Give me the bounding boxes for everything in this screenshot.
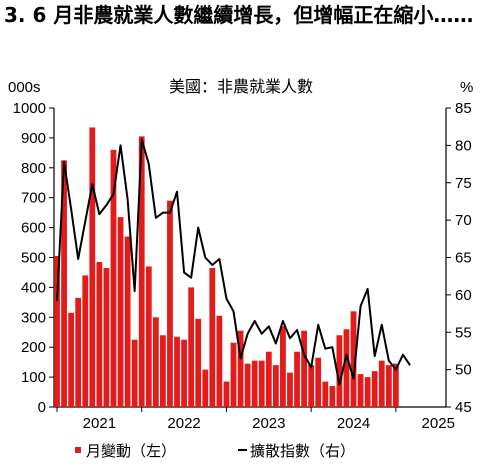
bar-mark — [280, 326, 286, 407]
right-tick-label: 75 — [455, 175, 472, 192]
bar-mark — [138, 136, 145, 407]
x-tick-label: 2023 — [252, 415, 285, 432]
bar-mark — [223, 381, 230, 407]
bar-mark — [315, 357, 322, 407]
chart-labels: 0 100 200 300 400 500 600 700 800 900 1000 45 50 55 60… — [8, 77, 473, 432]
right-tick-label: 65 — [455, 250, 472, 267]
chart-title: 美國：非農就業人數 — [169, 77, 313, 96]
right-tick-label: 45 — [455, 399, 472, 416]
bar-mark — [61, 160, 67, 407]
x-tick-label: 2021 — [83, 415, 116, 432]
left-tick-label: 300 — [21, 309, 46, 326]
bar-mark — [145, 266, 152, 407]
x-tick-label: 2025 — [422, 415, 455, 432]
bar-mark — [322, 381, 329, 407]
bar-series-monthly-change — [54, 127, 399, 408]
bar-mark — [258, 360, 265, 407]
right-tick-label: 60 — [455, 287, 472, 304]
bar-mark — [195, 318, 202, 407]
legend-bar-swatch — [75, 447, 81, 453]
left-tick-label: 400 — [21, 279, 46, 296]
bar-mark — [131, 339, 138, 407]
left-tick-label: 100 — [21, 369, 46, 386]
bar-mark — [181, 339, 187, 407]
bar-mark — [265, 351, 272, 407]
bar-mark — [160, 335, 166, 407]
left-axis-unit: 000s — [8, 79, 41, 96]
right-tick-label: 50 — [455, 362, 472, 379]
bar-mark — [89, 127, 96, 407]
right-tick-label: 70 — [455, 212, 472, 229]
bar-mark — [251, 360, 258, 407]
bar-mark — [202, 369, 209, 408]
bar-mark — [117, 217, 124, 407]
bar-mark — [378, 360, 385, 407]
legend-bar-label: 月變動（左） — [86, 442, 176, 460]
right-tick-label: 85 — [455, 100, 472, 117]
left-tick-label: 200 — [21, 339, 46, 356]
left-tick-label: 700 — [21, 190, 46, 207]
bar-mark — [301, 330, 307, 407]
bar-mark — [152, 317, 159, 407]
bar-mark — [167, 200, 173, 407]
bar-mark — [385, 365, 392, 407]
bar-mark — [54, 256, 60, 407]
bar-mark — [209, 267, 216, 407]
right-tick-label: 55 — [455, 324, 472, 341]
bar-mark — [216, 315, 223, 407]
line-series-diffusion-index — [56, 138, 411, 386]
chart-legend: 月變動（左） 擴散指數（右） — [75, 442, 355, 460]
x-tick-label: 2024 — [337, 415, 370, 432]
left-tick-label: 800 — [21, 160, 46, 177]
bar-mark — [294, 351, 300, 407]
left-tick-label: 1000 — [13, 100, 46, 117]
x-tick-label: 2022 — [167, 415, 200, 432]
bar-mark — [244, 363, 251, 407]
page-heading: 3. 6 月非農就業人數繼續增長，但增幅正在縮小…… — [4, 3, 474, 27]
legend-line-label: 擴散指數（右） — [250, 442, 355, 460]
bar-mark — [350, 311, 357, 407]
left-tick-label: 900 — [21, 130, 46, 147]
bar-mark — [174, 336, 180, 407]
right-axis-unit: % — [460, 79, 473, 96]
bar-mark — [364, 377, 371, 407]
bar-mark — [272, 365, 279, 407]
bar-mark — [287, 372, 293, 407]
bar-mark — [124, 236, 131, 407]
left-tick-label: 500 — [21, 250, 46, 267]
left-tick-label: 600 — [21, 220, 46, 237]
bar-mark — [230, 342, 237, 407]
bar-mark — [308, 365, 315, 407]
bar-mark — [96, 261, 103, 407]
bar-mark — [103, 267, 110, 407]
diffusion-index-line — [56, 138, 411, 386]
bar-mark — [110, 149, 117, 408]
right-tick-label: 80 — [455, 137, 472, 154]
left-tick-label: 0 — [38, 399, 46, 416]
bar-mark — [343, 329, 350, 407]
bar-mark — [336, 335, 343, 407]
bar-mark — [329, 386, 336, 407]
bar-mark — [188, 287, 195, 407]
bar-mark — [357, 374, 364, 407]
bar-mark — [75, 297, 82, 407]
bar-mark — [68, 312, 75, 407]
bar-mark — [82, 275, 89, 407]
bar-mark — [392, 363, 399, 407]
bar-mark — [237, 330, 244, 407]
bar-mark — [371, 371, 378, 407]
